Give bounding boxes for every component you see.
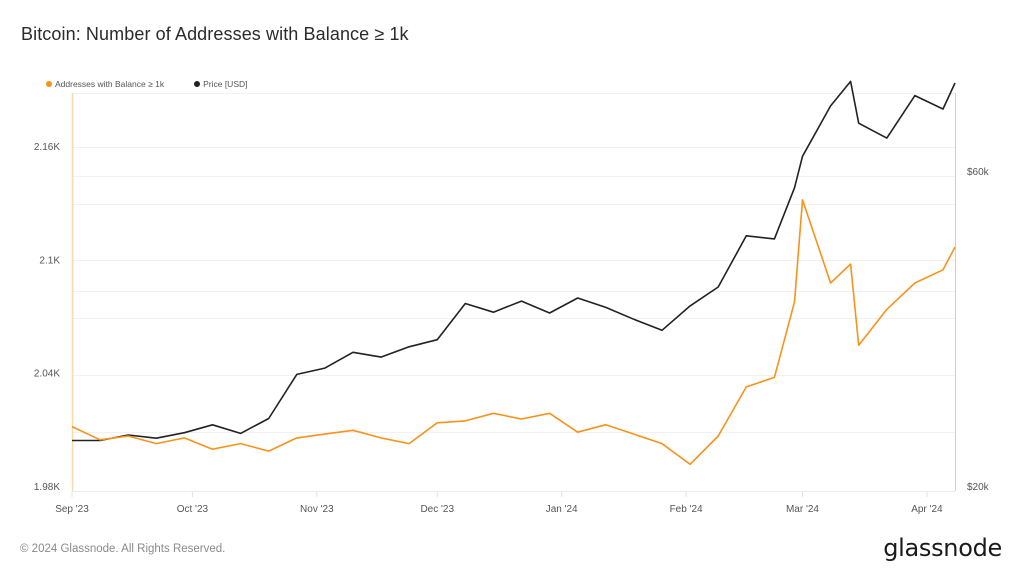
addresses-line bbox=[71, 199, 956, 466]
svg-text:$60k: $60k bbox=[967, 167, 990, 178]
svg-text:Feb '24: Feb '24 bbox=[670, 504, 703, 515]
chart-title: Bitcoin: Number of Addresses with Balanc… bbox=[21, 24, 409, 44]
svg-text:2.1K: 2.1K bbox=[39, 255, 60, 266]
legend-label-price: Price [USD] bbox=[203, 79, 248, 89]
svg-text:2.16K: 2.16K bbox=[34, 142, 60, 153]
legend-item-addresses[interactable]: Addresses with Balance ≥ 1k bbox=[46, 79, 164, 89]
right-axis-ticks: $20k $60k bbox=[967, 167, 990, 493]
svg-text:Dec '23: Dec '23 bbox=[420, 504, 454, 515]
svg-text:Nov '23: Nov '23 bbox=[300, 504, 334, 515]
legend-dot-black-icon bbox=[194, 81, 201, 87]
legend: Addresses with Balance ≥ 1k Price [USD] bbox=[46, 79, 248, 89]
svg-text:2.04K: 2.04K bbox=[34, 369, 60, 380]
svg-text:Mar '24: Mar '24 bbox=[786, 504, 819, 515]
svg-text:1.98K: 1.98K bbox=[34, 482, 60, 493]
x-axis-ticks: Sep '23 Oct '23 Nov '23 Dec '23 Jan '24 Feb '… bbox=[55, 492, 943, 515]
svg-text:Oct '23: Oct '23 bbox=[177, 504, 209, 515]
glassnode-logo[interactable]: glassnode bbox=[883, 534, 1002, 562]
gridlines bbox=[72, 93, 955, 433]
svg-text:Sep '23: Sep '23 bbox=[55, 504, 89, 515]
svg-text:$20k: $20k bbox=[967, 482, 990, 493]
legend-dot-orange-icon bbox=[46, 81, 52, 87]
svg-text:Apr '24: Apr '24 bbox=[911, 504, 943, 515]
svg-text:Jan '24: Jan '24 bbox=[546, 504, 578, 515]
legend-label-addresses: Addresses with Balance ≥ 1k bbox=[55, 79, 165, 89]
left-axis-ticks: 1.98K 2.04K 2.1K 2.16K bbox=[34, 142, 60, 493]
copyright: © 2024 Glassnode. All Rights Reserved. bbox=[20, 543, 226, 555]
legend-item-price[interactable]: Price [USD] bbox=[194, 79, 248, 89]
price-line bbox=[72, 80, 956, 442]
